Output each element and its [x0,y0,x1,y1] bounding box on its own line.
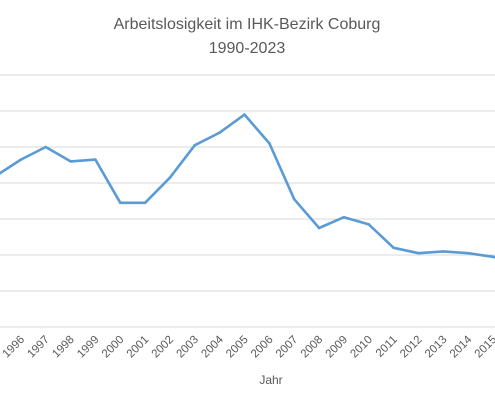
data-point [268,142,271,145]
data-point [119,201,122,205]
data-point [44,145,47,149]
data-point [94,158,97,161]
chart-title: Arbeitslosigkeit im IHK-Bezirk Coburg [114,16,381,33]
x-tick-label: 2011 [374,334,400,360]
data-point [193,143,197,147]
data-point [491,255,495,259]
x-tick-label: 1995 [0,334,2,361]
data-point [392,246,395,250]
x-tick-label: 2014 [448,333,475,360]
data-point [168,176,172,179]
x-tick-label: 1996 [1,334,28,361]
series-layer [0,113,495,259]
x-tick-label: 2000 [100,334,127,361]
data-point [218,131,221,134]
x-tick-label: 2001 [125,334,152,361]
x-tick-label: 2010 [348,334,375,361]
x-tick-label: 2007 [274,334,301,361]
data-point [367,223,371,226]
x-tick-label: 2004 [199,333,226,360]
x-tick-label: 2006 [249,334,276,361]
data-point [292,197,296,201]
x-tick-label: 2003 [174,334,201,361]
data-point [466,251,470,255]
data-point [442,250,445,253]
x-tick-label: 2009 [324,334,351,361]
data-point [143,201,147,205]
data-point [19,158,23,161]
x-tick-label: 1999 [75,334,102,361]
x-tick-label: 1998 [50,334,77,361]
x-tick-label: 2002 [150,334,177,361]
data-point [342,215,346,219]
data-point [69,160,72,163]
x-tick-label: 2012 [398,334,425,361]
x-tick-label: 1997 [25,334,52,361]
data-point [417,251,420,255]
x-axis-label: Jahr [259,373,282,387]
data-point [317,226,321,230]
x-tick-label: 2015 [473,334,495,361]
x-tick-label: 2005 [224,334,251,361]
x-tick-label: 2008 [299,334,326,361]
chart-subtitle: 1990-2023 [209,40,286,57]
data-point [243,113,246,116]
series-line [0,113,495,259]
x-tick-label: 2013 [423,334,450,361]
x-tick-labels: 1995199619971998199920002001200220032004… [0,333,495,360]
gridlines [0,74,495,328]
